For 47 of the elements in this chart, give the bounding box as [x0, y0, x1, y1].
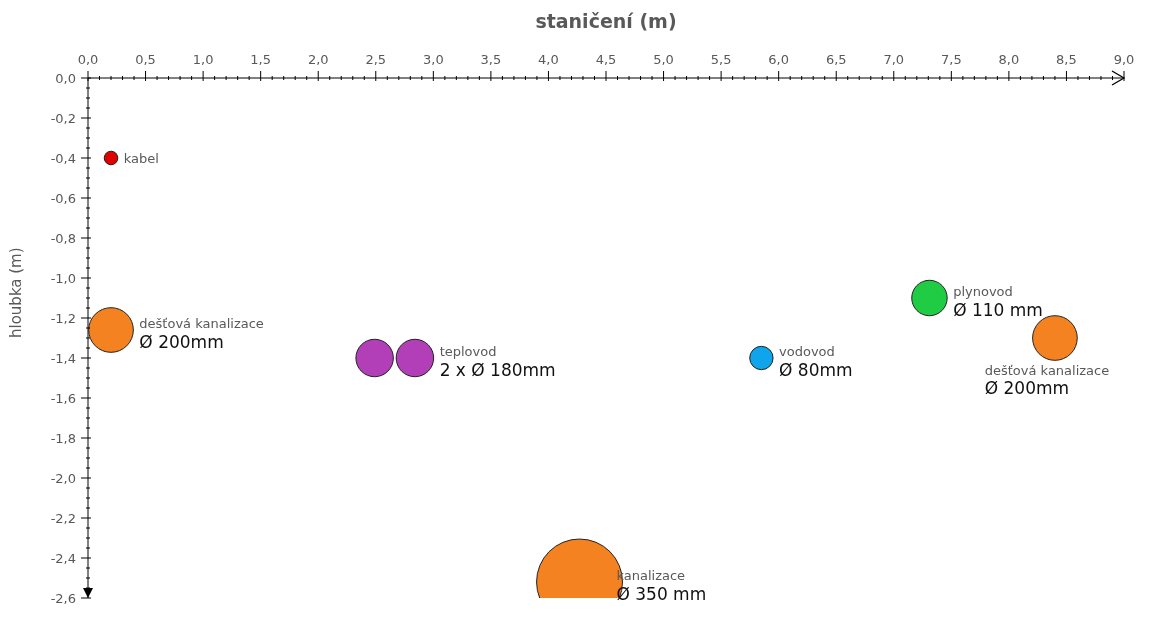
x-tick-label: 2,0: [307, 52, 329, 67]
x-tick-label: 8,0: [998, 52, 1020, 67]
y-tick-label: 0,0: [55, 70, 76, 86]
annotation: dešťová kanalizace: [139, 315, 264, 331]
x-tick-label: 8,5: [1056, 52, 1077, 67]
x-tick-label: 0,5: [135, 52, 156, 67]
annotation: Ø 350 mm: [616, 583, 707, 604]
x-tick-label: 3,5: [480, 52, 502, 67]
annotation: Ø 80mm: [779, 359, 853, 380]
y-tick-label: -1,6: [50, 390, 76, 406]
annotation: dešťová kanalizace: [984, 362, 1110, 378]
annotation: plynovod: [953, 283, 1013, 299]
x-tick-label: 9,0: [1113, 52, 1135, 67]
y-tick-label: -1,0: [50, 270, 76, 286]
x-tick-label: 0,0: [77, 52, 99, 67]
annotation: Ø 200mm: [984, 378, 1070, 399]
x-tick-label: 1,0: [192, 52, 214, 67]
x-tick-label: 7,0: [883, 52, 905, 67]
x-tick-label: 5,5: [710, 52, 732, 67]
annotation: Ø 200mm: [139, 331, 224, 352]
annotation: vodovod: [779, 343, 835, 359]
annotation: Ø 110 mm: [953, 299, 1043, 320]
y-tick-label: -1,8: [50, 430, 76, 446]
y-tick-label: -0,2: [50, 110, 76, 126]
y-axis-title: hloubka (m): [7, 247, 26, 338]
y-tick-label: -1,2: [50, 310, 76, 326]
y-tick-label: -0,8: [50, 230, 76, 246]
annotation: teplovod: [439, 343, 497, 359]
y-tick-label: -2,0: [50, 470, 76, 486]
y-tick-label: -0,4: [50, 150, 76, 166]
x-tick-label: 6,5: [825, 52, 847, 67]
x-tick-label: 6,0: [768, 52, 790, 67]
chart-title: staničení (m): [535, 10, 677, 32]
x-tick-label: 4,5: [595, 52, 617, 67]
x-tick-label: 7,5: [940, 52, 962, 67]
annotation: 2 x Ø 180mm: [439, 359, 556, 380]
x-tick-label: 5,0: [653, 52, 674, 67]
x-tick-label: 1,5: [250, 52, 272, 67]
x-tick-label: 3,0: [422, 52, 444, 67]
y-tick-label: -2,4: [50, 550, 76, 566]
x-tick-label: 4,0: [538, 52, 559, 67]
x-tick-label: 2,5: [365, 52, 387, 67]
y-tick-label: -1,4: [50, 350, 76, 366]
y-tick-label: -2,6: [50, 590, 76, 606]
y-tick-label: -0,6: [50, 190, 76, 206]
y-tick-label: -2,2: [50, 510, 76, 526]
annotation: kabel: [123, 150, 159, 166]
